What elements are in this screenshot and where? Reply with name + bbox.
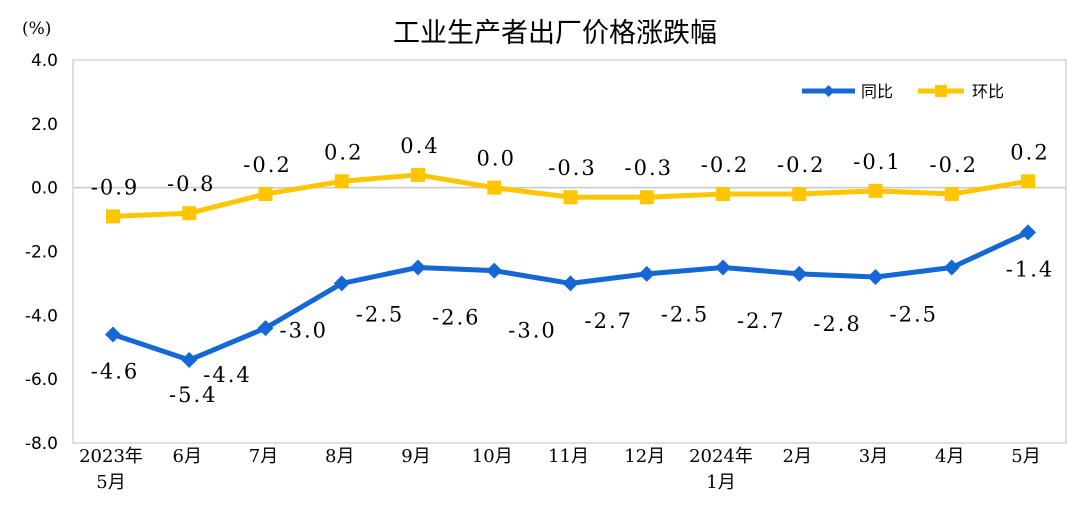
x-tick-label: 9月 — [401, 446, 430, 467]
data-label: -2.6 — [432, 306, 481, 330]
data-label: -0.1 — [853, 150, 902, 174]
x-tick-label: 7月 — [249, 446, 278, 467]
series-line-yoy — [112, 230, 1030, 363]
data-point — [410, 259, 426, 276]
y-tick-label: 4.0 — [31, 51, 58, 71]
x-tick-label: 2023年 — [79, 446, 143, 467]
legend-label: 同比 — [861, 82, 893, 101]
data-label: 0.2 — [1010, 140, 1049, 164]
x-tick-label: 1月 — [706, 472, 735, 493]
data-label: -2.5 — [890, 302, 939, 326]
x-tick-label: 10月 — [472, 446, 513, 467]
data-label: 0.4 — [400, 134, 439, 158]
data-label: -2.8 — [813, 312, 862, 336]
data-point — [639, 190, 654, 205]
data-point — [716, 187, 730, 202]
data-label: -3.0 — [280, 318, 329, 342]
data-point — [562, 275, 579, 292]
data-label: -0.2 — [930, 153, 979, 177]
data-point — [182, 206, 197, 221]
y-tick-label: -4.0 — [25, 306, 58, 326]
y-tick-label: 0.0 — [31, 179, 58, 199]
data-point — [334, 174, 349, 189]
data-point — [638, 265, 655, 282]
x-tick-label: 11月 — [548, 446, 589, 467]
data-point — [106, 209, 120, 224]
data-label: -2.7 — [585, 309, 634, 333]
data-point — [563, 190, 578, 205]
legend-marker — [822, 85, 835, 97]
legend-marker — [935, 85, 947, 97]
data-label: -4.4 — [203, 363, 252, 387]
data-point — [1020, 224, 1036, 241]
data-point — [105, 326, 121, 343]
y-tick-label: -8.0 — [25, 434, 58, 454]
data-point — [943, 259, 960, 276]
data-label: -0.8 — [167, 172, 216, 196]
data-point — [486, 262, 503, 279]
x-tick-label: 2024年 — [689, 446, 753, 467]
x-tick-label: 2月 — [783, 446, 812, 467]
x-tick-label: 8月 — [325, 446, 354, 467]
plot-area: 4.0 2.0 0.0 -2.0 -4.0 -6.0 -8.0 2023年 5月 6月 7月 8月 9月… — [25, 51, 1067, 493]
x-tick-label: 3月 — [859, 446, 888, 467]
data-label: -0.9 — [91, 175, 140, 199]
data-label: -1.4 — [1006, 257, 1055, 281]
data-label: -0.2 — [701, 153, 750, 177]
data-label: -2.5 — [661, 302, 710, 326]
data-point — [411, 167, 425, 182]
data-point — [333, 275, 350, 292]
x-tick-label: 12月 — [624, 446, 665, 467]
x-tick-label: 4月 — [935, 446, 964, 467]
data-label: -4.6 — [91, 359, 140, 383]
data-label: -5.4 — [169, 383, 218, 407]
data-point — [257, 320, 274, 337]
y-tick-label: 2.0 — [31, 115, 58, 135]
chart-title: 工业生产者出厂价格涨跌幅 — [393, 18, 717, 49]
data-point — [868, 183, 883, 198]
data-point — [181, 352, 198, 369]
x-tick-label: 5月 — [96, 472, 125, 493]
data-point — [258, 187, 273, 202]
data-label: 0.0 — [477, 147, 516, 171]
data-point — [791, 265, 808, 282]
data-point — [867, 269, 884, 286]
x-tick-label: 5月 — [1011, 446, 1040, 467]
plot-frame — [72, 59, 1067, 444]
y-tick-label: -2.0 — [25, 243, 58, 263]
legend: 同比 环比 — [802, 82, 1004, 101]
data-point — [792, 187, 807, 202]
data-point — [487, 180, 502, 195]
data-label: -2.5 — [356, 302, 405, 326]
y-axis-unit: (%) — [22, 19, 51, 39]
x-tick-label: 6月 — [173, 446, 202, 467]
data-label: -2.7 — [737, 309, 786, 333]
data-point — [1021, 174, 1035, 189]
data-label: -0.3 — [625, 156, 674, 180]
data-label: 0.2 — [324, 140, 363, 164]
data-label: -0.2 — [777, 153, 826, 177]
y-tick-label: -6.0 — [25, 370, 58, 390]
data-point — [715, 259, 731, 276]
data-label: -3.0 — [508, 318, 557, 342]
data-label: -0.2 — [243, 153, 292, 177]
data-label: -0.3 — [548, 156, 597, 180]
data-point — [944, 187, 959, 202]
legend-label: 环比 — [972, 82, 1004, 101]
